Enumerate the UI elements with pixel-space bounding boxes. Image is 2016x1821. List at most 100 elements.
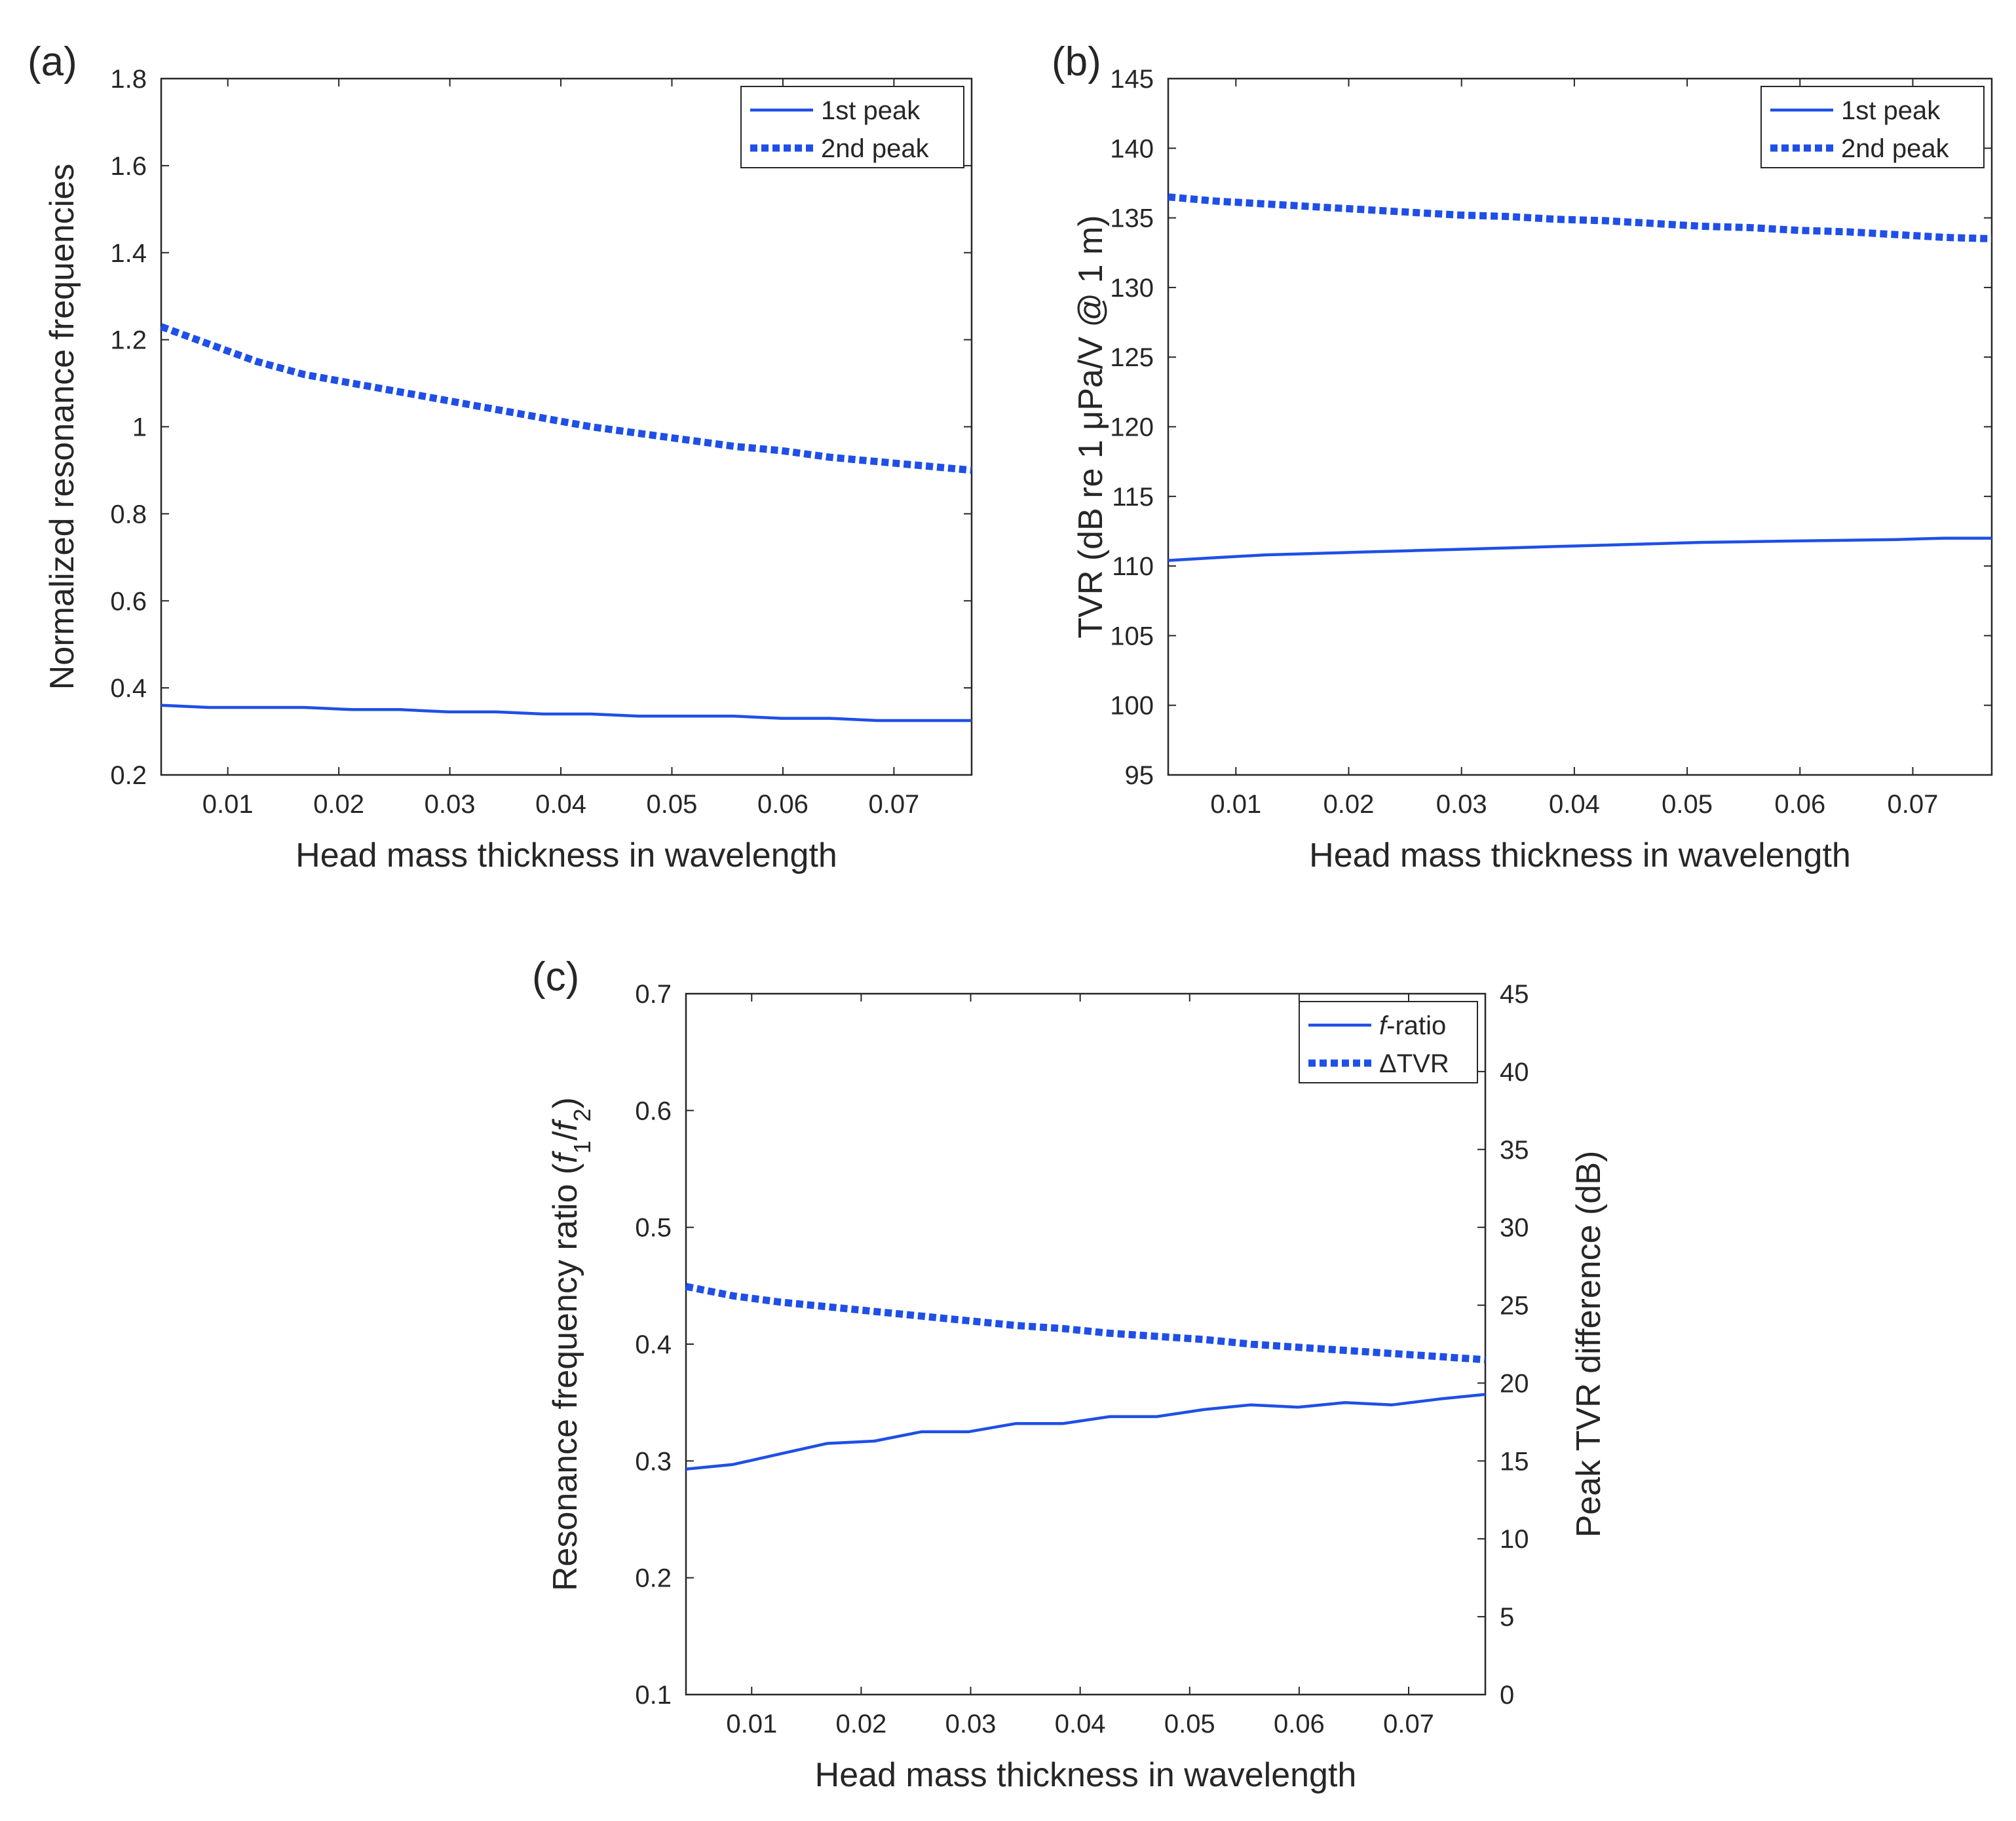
y-tick-label: 0.6 [635, 1097, 672, 1125]
x-tick-label: 0.04 [1055, 1710, 1106, 1738]
y-tick-label: 1.2 [110, 326, 147, 355]
series-line-2 [685, 1283, 1486, 1364]
chart-panel-c: (c) 0.01 0.02 0.03 0.04 0.05 0.06 0.07 0.1 0.2 0.3… [532, 954, 1608, 1794]
x-tick-label: 0.06 [1774, 790, 1825, 819]
y-right-axis-label: Peak TVR difference (dB) [1570, 1151, 1608, 1538]
legend-box [740, 86, 964, 168]
x-tick-label: 0.07 [1888, 790, 1939, 819]
series-line-1 [685, 1393, 1486, 1471]
y-right-tick-label: 45 [1500, 980, 1529, 1009]
y-axis-label: Normalized resonance frequencies [43, 164, 81, 690]
y-right-tick-label: 5 [1500, 1603, 1514, 1632]
legend-label-2: 2nd peak [821, 134, 930, 163]
x-tick-label: 0.02 [1323, 790, 1375, 819]
x-tick-label: 0.05 [1662, 790, 1713, 819]
series-line-2 [160, 323, 972, 474]
y-tick-label: 0.4 [635, 1330, 672, 1359]
y-tick-label: 125 [1110, 343, 1154, 372]
y-tick-label: 100 [1110, 692, 1154, 721]
y-right-tick-label: 40 [1500, 1058, 1529, 1087]
y-axis-label-prefix: Resonance frequency ratio ( [546, 1163, 584, 1591]
x-tick-label: 0.06 [757, 790, 808, 819]
x-axis-label: Head mass thickness in wavelength [295, 836, 837, 874]
x-tick-label: 0.03 [1436, 790, 1487, 819]
y-tick-label: 115 [1112, 483, 1154, 512]
y-axis-label-sub2: 2 [569, 1108, 596, 1121]
y-tick-label: 130 [1110, 274, 1154, 303]
y-right-tick-label: 0 [1500, 1681, 1514, 1710]
legend-label-2: 2nd peak [1841, 134, 1950, 163]
plot-frame [160, 77, 973, 776]
y-axis-label: Resonance frequency ratio (f1/f2) [546, 1097, 596, 1591]
series-line-2 [1168, 193, 1992, 242]
legend: f-ratio ΔTVR [1299, 1001, 1478, 1083]
plot-frame [685, 992, 1487, 1696]
y-tick-label: 0.4 [110, 674, 147, 703]
y-right-tick-label: 25 [1500, 1292, 1529, 1321]
y-tick-label: 140 [1110, 134, 1154, 163]
y-tick-label: 1.8 [110, 65, 147, 94]
legend: 1st peak 2nd peak [1760, 86, 1985, 168]
y-right-tick-label: 35 [1500, 1136, 1529, 1165]
x-tick-label: 0.04 [1549, 790, 1600, 819]
y-tick-label: 135 [1110, 204, 1154, 233]
y-axis-label-f2: f [546, 1119, 584, 1131]
y-right-tick-label: 30 [1500, 1214, 1529, 1243]
y-right-tick-label: 15 [1500, 1447, 1529, 1476]
chart-panel-b: (b) 0.01 0.02 0.03 0.04 0.05 0.06 0.07 95 100 105 1… [1052, 39, 1993, 874]
y-tick-label: 0.3 [635, 1447, 672, 1476]
y-axis-label-slash: / [546, 1131, 584, 1140]
panel-label: (a) [28, 39, 77, 84]
x-tick-label: 0.07 [1383, 1710, 1434, 1738]
x-tick-label: 0.01 [1210, 790, 1261, 819]
y-tick-label: 1.4 [110, 239, 147, 268]
legend-box [1299, 1001, 1478, 1083]
x-tick-label: 0.05 [647, 790, 698, 819]
series-line-1 [1168, 536, 1992, 562]
y-axis-label-sub1: 1 [569, 1140, 596, 1154]
y-tick-label: 0.5 [635, 1214, 672, 1243]
legend-label-1: f-ratio [1379, 1011, 1446, 1040]
chart-panel-a: (a) 0.01 0.02 0.03 0.04 0.05 0.06 0.07 0.2 0.4 0.6… [28, 39, 973, 874]
x-tick-label: 0.03 [945, 1710, 997, 1738]
y-axis-label: TVR (dB re 1 μPa/V @ 1 m) [1072, 215, 1110, 638]
y-axis-label-suffix: ) [546, 1097, 584, 1108]
y-tick-label: 1 [132, 413, 147, 442]
y-tick-label: 110 [1112, 552, 1154, 581]
y-tick-label: 0.2 [635, 1564, 672, 1593]
y-tick-label: 0.1 [635, 1681, 672, 1710]
y-tick-label: 105 [1110, 622, 1154, 650]
x-tick-label: 0.06 [1274, 1710, 1325, 1738]
y-tick-label: 1.6 [110, 152, 147, 181]
legend: 1st peak 2nd peak [740, 86, 964, 168]
y-tick-label: 145 [1110, 65, 1154, 94]
series-line-1 [161, 704, 972, 723]
x-tick-label: 0.01 [726, 1710, 777, 1738]
panel-label: (b) [1052, 39, 1101, 84]
legend-label-1: 1st peak [821, 96, 921, 125]
x-axis-label: Head mass thickness in wavelength [1309, 836, 1851, 874]
y-tick-label: 0.6 [110, 587, 147, 616]
legend-label-2: ΔTVR [1379, 1049, 1449, 1078]
legend-box [1760, 86, 1985, 168]
y-right-tick-label: 20 [1500, 1369, 1529, 1398]
x-tick-label: 0.05 [1164, 1710, 1215, 1738]
plot-frame [1167, 77, 1993, 776]
panel-label: (c) [532, 954, 579, 1000]
x-tick-label: 0.04 [535, 790, 586, 819]
y-tick-label: 0.8 [110, 500, 147, 529]
x-tick-label: 0.02 [835, 1710, 886, 1738]
x-axis-label: Head mass thickness in wavelength [815, 1756, 1357, 1794]
x-tick-label: 0.03 [425, 790, 476, 819]
y-tick-label: 95 [1125, 761, 1154, 790]
y-tick-label: 120 [1110, 413, 1154, 442]
legend-label-1: 1st peak [1841, 96, 1941, 125]
x-tick-label: 0.01 [202, 790, 254, 819]
y-tick-label: 0.2 [110, 761, 147, 790]
legend-label-rest: -ratio [1386, 1011, 1446, 1040]
x-tick-label: 0.07 [868, 790, 919, 819]
y-tick-label: 0.7 [635, 980, 672, 1009]
y-axis-label-f1: f [546, 1151, 584, 1163]
y-right-tick-label: 10 [1500, 1525, 1529, 1554]
